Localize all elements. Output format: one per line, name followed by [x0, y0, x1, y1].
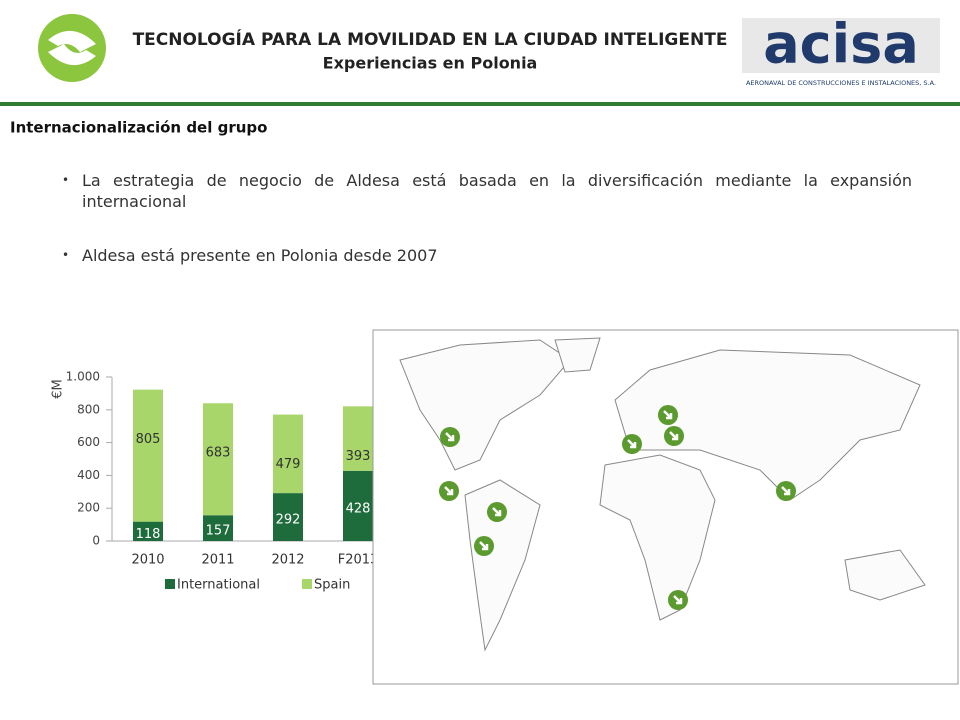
- bar-segment: [273, 493, 303, 541]
- y-axis-label: €M: [51, 379, 66, 399]
- y-tick-label: 400: [77, 468, 100, 482]
- marker-arrow: [492, 507, 502, 517]
- marker-arrow: [444, 486, 454, 496]
- x-tick-label: 2012: [271, 553, 304, 568]
- x-tick-label: F2013: [338, 553, 379, 568]
- bar-segment: [343, 406, 373, 471]
- value-label: 292: [276, 513, 301, 528]
- marker-arrow: [673, 595, 683, 605]
- bar-segment: [203, 515, 233, 541]
- marker-arrow: [669, 431, 679, 441]
- header-rule: [0, 102, 960, 106]
- continents: [399, 337, 926, 652]
- y-tick-label: 200: [77, 501, 100, 515]
- marker-arrow: [479, 541, 489, 551]
- marker-arrow: [781, 486, 791, 496]
- value-label: 157: [206, 524, 231, 539]
- legend-label: Spain: [314, 578, 350, 593]
- value-label: 479: [276, 457, 301, 472]
- x-tick-label: 2011: [201, 553, 234, 568]
- bullet: Aldesa está presente en Polonia desde 20…: [62, 245, 912, 266]
- bar-segment: [203, 403, 233, 516]
- y-tick-label: 800: [77, 402, 100, 416]
- x-tick-label: 2010: [131, 553, 164, 568]
- acisa-logo: acisa: [763, 13, 919, 76]
- marker-arrow: [445, 432, 455, 442]
- value-label: 683: [206, 446, 231, 461]
- map: [372, 329, 959, 685]
- bar-segment: [343, 470, 373, 541]
- logo: [38, 14, 106, 82]
- title: TECNOLOGÍA PARA LA MOVILIDAD EN LA CIUDA…: [133, 28, 728, 50]
- bar-segment: [273, 414, 303, 494]
- logo-mark: [48, 30, 96, 66]
- section-title: Internacionalización del grupo: [10, 119, 267, 137]
- value-label: 805: [136, 432, 161, 447]
- value-label: 118: [136, 527, 161, 542]
- subtitle: Experiencias en Polonia: [323, 54, 538, 73]
- bar-segment: [133, 521, 163, 541]
- bar-segment: [133, 389, 163, 522]
- bullet: La estrategia de negocio de Aldesa está …: [62, 170, 912, 212]
- legend-label: International: [177, 578, 260, 593]
- marker-arrow: [663, 410, 673, 420]
- value-label: 393: [346, 449, 371, 464]
- legend-swatch: [165, 579, 175, 589]
- acisa-logo-bg: [742, 18, 940, 73]
- legend-swatch: [302, 579, 312, 589]
- acisa-caption: AERONAVAL DE CONSTRUCCIONES E INSTALACIO…: [746, 79, 936, 87]
- chart: €M 0 200 400 600 800 1.000 2010 118 805 2011 157 683…: [51, 370, 390, 593]
- y-tick-label: 1.000: [66, 370, 100, 384]
- y-tick-label: 600: [77, 435, 100, 449]
- marker-arrow: [627, 439, 637, 449]
- y-tick-label: 0: [92, 534, 100, 548]
- value-label: 428: [346, 501, 371, 516]
